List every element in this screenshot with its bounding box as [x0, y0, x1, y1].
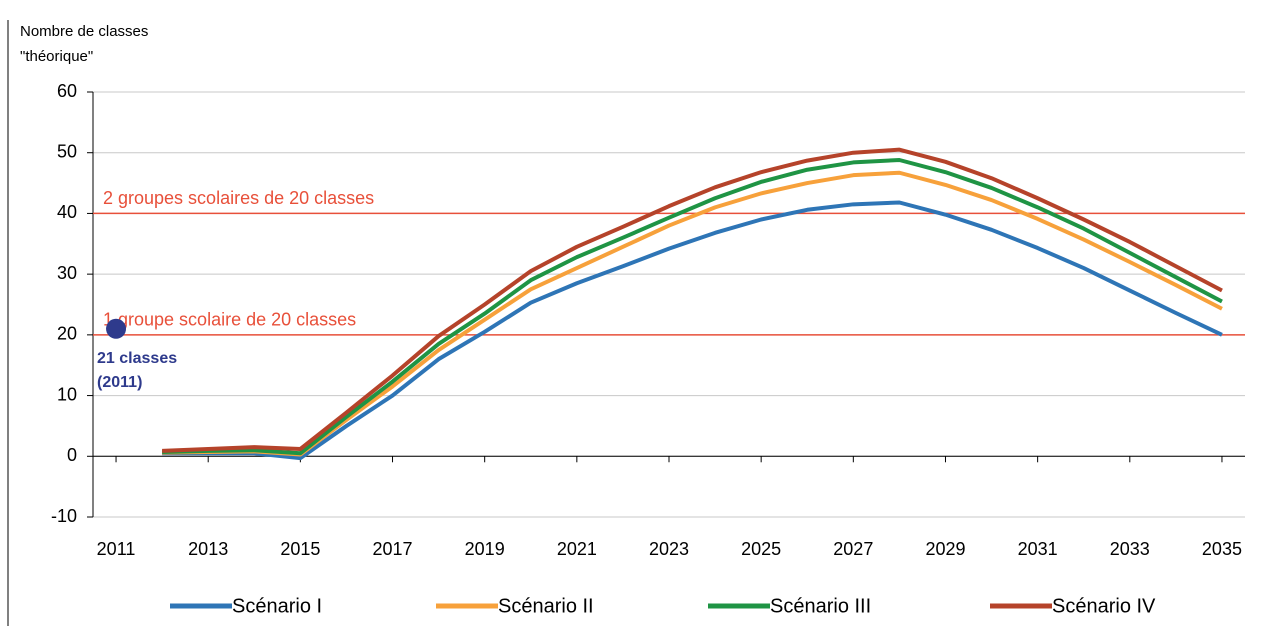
y-tick-label: 60	[57, 81, 77, 101]
y-tick-label: 40	[57, 202, 77, 222]
y-tick-label: -10	[51, 506, 77, 526]
point	[106, 318, 127, 339]
x-tick-label: 2029	[925, 539, 965, 559]
x-tick-label: 2027	[833, 539, 873, 559]
legend-label: Scénario I	[232, 595, 322, 617]
x-tick-label: 2011	[97, 539, 136, 559]
y-tick-label: 50	[57, 141, 77, 161]
series-line	[162, 158, 1223, 456]
x-tick-label: 2013	[188, 539, 228, 559]
series-line	[162, 170, 1223, 457]
y-tick-label: 30	[57, 263, 77, 283]
x-tick-label: 2019	[465, 539, 505, 559]
x-tick-label: 2017	[372, 539, 412, 559]
x-tick-label: 2021	[557, 539, 597, 559]
y-axis-label: "théorique"	[20, 48, 93, 65]
series-line	[162, 200, 1223, 461]
x-tick-label: 2015	[280, 539, 320, 559]
point-label: 21 classes	[97, 350, 177, 367]
x-tick-label: 2025	[741, 539, 781, 559]
point-label: (2011)	[97, 374, 142, 391]
x-tick-label: 2031	[1018, 539, 1058, 559]
y-axis-label: Nombre de classes	[20, 23, 148, 40]
y-tick-label: 20	[57, 324, 77, 344]
reference-label: 1 groupe scolaire de 20 classes	[103, 310, 356, 330]
legend-label: Scénario III	[770, 595, 871, 617]
y-tick-label: 0	[67, 445, 77, 465]
x-tick-label: 2023	[649, 539, 689, 559]
legend-label: Scénario II	[498, 595, 594, 617]
x-tick-label: 2033	[1110, 539, 1150, 559]
legend-label: Scénario IV	[1052, 595, 1156, 617]
y-tick-label: 10	[57, 384, 77, 404]
x-tick-label: 2035	[1202, 539, 1242, 559]
series-line	[162, 147, 1223, 453]
reference-label: 2 groupes scolaires de 20 classes	[103, 188, 374, 208]
